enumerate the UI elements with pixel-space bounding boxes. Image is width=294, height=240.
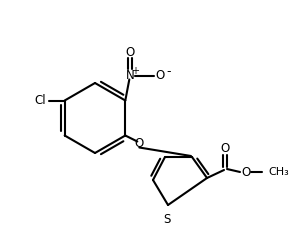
Text: O: O xyxy=(220,142,230,155)
Text: O: O xyxy=(126,46,135,59)
Text: O: O xyxy=(156,69,165,82)
Text: O: O xyxy=(241,166,250,179)
Text: O: O xyxy=(135,137,144,150)
Text: CH₃: CH₃ xyxy=(268,167,289,177)
Text: -: - xyxy=(166,65,171,78)
Text: Cl: Cl xyxy=(34,94,46,107)
Text: S: S xyxy=(163,213,171,226)
Text: N: N xyxy=(126,69,135,82)
Text: +: + xyxy=(131,66,139,77)
